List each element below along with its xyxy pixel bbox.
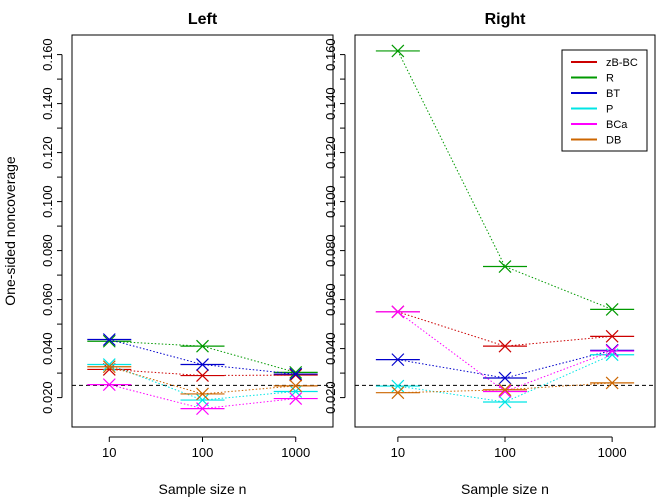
data-point — [375, 386, 420, 400]
right-y-tick-label: 0.060 — [323, 283, 338, 316]
data-point — [87, 358, 132, 371]
data-point — [483, 383, 527, 397]
series-line — [109, 366, 296, 395]
data-point — [273, 367, 318, 381]
right-y-tick-label: 0.040 — [323, 332, 338, 365]
data-point — [483, 371, 527, 385]
legend-label: P — [606, 104, 613, 116]
right-y-tick-label: 0.140 — [323, 87, 338, 120]
data-point — [180, 369, 225, 382]
data-point — [483, 260, 527, 273]
data-point — [375, 353, 420, 367]
series-line — [109, 339, 296, 375]
left-x-tick-label: 1000 — [281, 445, 310, 460]
left-y-tick-label: 0.080 — [40, 234, 55, 267]
series-line — [109, 340, 296, 373]
data-point — [483, 385, 527, 398]
series-line — [109, 364, 296, 401]
left-x-tick-label: 10 — [102, 445, 116, 460]
data-point — [273, 392, 318, 406]
data-point — [180, 393, 225, 407]
legend-label: R — [606, 73, 614, 85]
data-point — [87, 334, 132, 348]
right-series-db — [375, 376, 635, 400]
right-y-tick-label: 0.120 — [323, 136, 338, 169]
data-point — [87, 360, 132, 374]
left-y-tick-label: 0.040 — [40, 332, 55, 365]
right-y-tick-label: 0.160 — [323, 38, 338, 71]
left-y-tick-label: 0.100 — [40, 185, 55, 218]
right-x-tick-label: 100 — [494, 445, 516, 460]
data-point — [375, 44, 420, 58]
data-point — [483, 339, 527, 353]
data-point — [273, 379, 318, 393]
data-point — [590, 329, 635, 343]
right-y-tick-label: 0.020 — [323, 381, 338, 414]
data-point — [180, 358, 225, 371]
legend-label: DB — [606, 135, 621, 147]
right-panel-title: Right — [485, 11, 527, 28]
left-y-tick-label: 0.060 — [40, 283, 55, 316]
data-point — [273, 368, 318, 382]
series-line — [397, 311, 613, 393]
right-legend: zB-BC R BT P BCa DB — [561, 49, 648, 152]
left-x-tick-label: 100 — [192, 445, 214, 460]
data-point — [590, 344, 635, 358]
data-point — [180, 402, 225, 416]
left-x-axis-title: Sample size n — [159, 481, 247, 497]
data-point — [590, 302, 635, 316]
right-series-bt — [375, 343, 635, 385]
left-panel: Left Sample size n 0.020 0.040 0.060 0.080 0.1… — [40, 11, 334, 497]
right-x-axis-title: Sample size n — [461, 481, 549, 497]
left-series-bca — [87, 378, 318, 416]
data-point — [375, 305, 420, 319]
left-y-tick-label: 0.020 — [40, 381, 55, 414]
left-series-r — [87, 334, 318, 379]
legend-box — [561, 49, 648, 152]
data-point — [590, 376, 635, 390]
left-y-tick-label: 0.140 — [40, 87, 55, 120]
legend-label: BCa — [606, 119, 628, 131]
left-series-p — [87, 358, 318, 407]
y-axis-title: One-sided noncoverage — [2, 156, 18, 306]
left-series-db — [87, 360, 318, 401]
left-series-zb-bc — [87, 363, 318, 382]
right-plot-frame — [354, 34, 656, 428]
data-point — [87, 333, 132, 346]
data-point — [273, 385, 318, 398]
left-y-tick-label: 0.120 — [40, 136, 55, 169]
right-panel: Right Sample size n 0.020 0.040 0.060 0.080 0.… — [323, 11, 656, 497]
data-point — [180, 339, 225, 353]
data-point — [87, 363, 132, 376]
right-x-tick-label: 10 — [391, 445, 405, 460]
data-point — [483, 395, 527, 409]
series-line — [397, 311, 613, 347]
left-plot-frame — [71, 34, 334, 428]
right-series-r — [375, 44, 635, 316]
series-line — [397, 382, 613, 394]
series-line — [109, 384, 296, 410]
left-y-tick-label: 0.160 — [40, 38, 55, 71]
data-point — [375, 379, 420, 393]
left-series-bt — [87, 333, 318, 381]
right-x-tick-label: 1000 — [598, 445, 627, 460]
data-point — [87, 378, 132, 392]
legend-label: BT — [606, 88, 620, 100]
right-y-tick-label: 0.100 — [323, 185, 338, 218]
series-line — [397, 349, 613, 379]
data-point — [180, 387, 225, 401]
data-point — [273, 365, 318, 379]
legend-label: zB-BC — [606, 57, 638, 69]
right-series-bca — [375, 305, 635, 398]
right-series-zb-bc — [375, 305, 635, 353]
left-panel-title: Left — [188, 11, 218, 28]
right-y-tick-label: 0.080 — [323, 234, 338, 267]
